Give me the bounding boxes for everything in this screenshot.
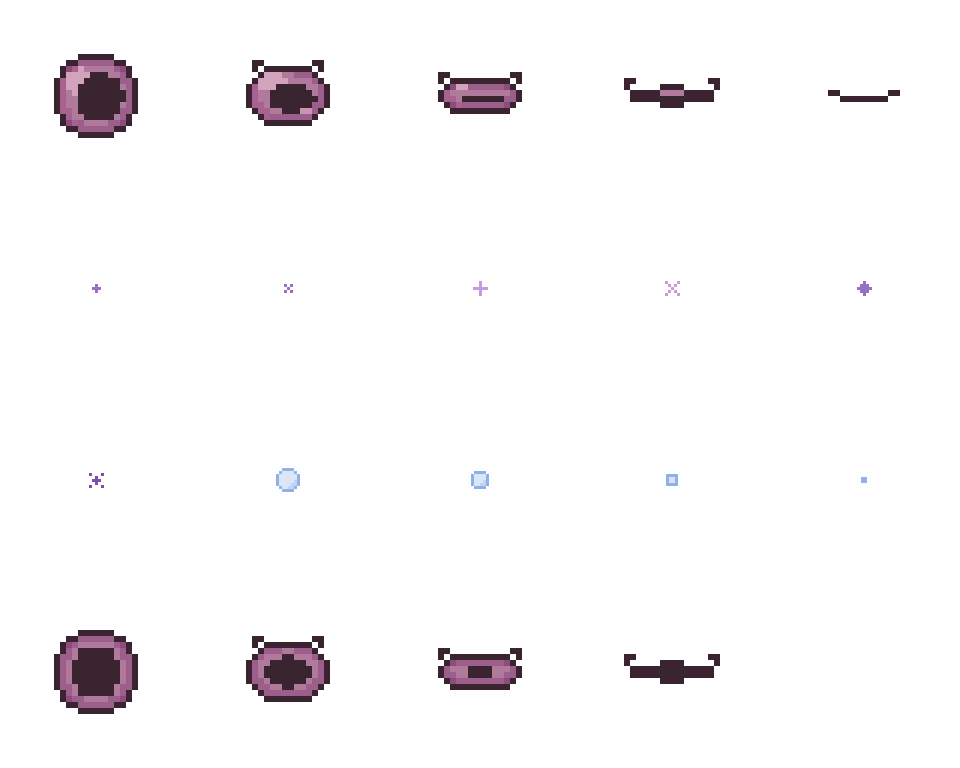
eye-dark-half-pixels <box>432 624 528 720</box>
sprite-sparkle-plus-large <box>384 192 576 384</box>
eye-dark-open-full-pixels <box>48 624 144 720</box>
sprite-eye-blink-half <box>384 0 576 192</box>
eye-dark-quarter-pixels <box>624 624 720 720</box>
sparkle-plus-small-pixels <box>79 271 113 305</box>
eye-blink-three-quarter-pixels <box>240 48 336 144</box>
sprite-bubble-medium <box>384 384 576 576</box>
bubble-large-pixels <box>270 462 306 498</box>
sprite-sparkle-plus-small <box>0 192 192 384</box>
sprite-eye-open-full <box>0 0 192 192</box>
sprite-sparkle-diagonal-large <box>576 192 768 384</box>
sparkle-four-point-pixels <box>79 463 113 497</box>
sprite-bubble-tiny <box>768 384 960 576</box>
sprite-eye-blink-three-quarter <box>192 0 384 192</box>
bubble-medium-pixels <box>462 462 498 498</box>
eye-open-full-pixels <box>48 48 144 144</box>
sparkle-star-burst-pixels <box>847 271 881 305</box>
sprite-eye-closed <box>768 0 960 192</box>
sprite-bubble-large <box>192 384 384 576</box>
eye-closed-pixels <box>816 48 912 144</box>
sprite-sparkle-diagonal-small <box>192 192 384 384</box>
sprite-bubble-small <box>576 384 768 576</box>
eye-blink-half-pixels <box>432 48 528 144</box>
sprite-eye-dark-open-full <box>0 576 192 768</box>
sprite-eye-dark-quarter <box>576 576 768 768</box>
sprite-eye-blink-quarter <box>576 0 768 192</box>
eye-blink-quarter-pixels <box>624 48 720 144</box>
sprite-sparkle-star-burst <box>768 192 960 384</box>
sparkle-plus-large-pixels <box>463 271 497 305</box>
bubble-small-pixels <box>654 462 690 498</box>
sprite-eye-dark-three-quarter <box>192 576 384 768</box>
sprite-empty-slot <box>768 576 960 768</box>
sparkle-diagonal-small-pixels <box>271 271 305 305</box>
sprite-eye-dark-half <box>384 576 576 768</box>
sparkle-diagonal-large-pixels <box>655 271 689 305</box>
bubble-tiny-pixels <box>846 462 882 498</box>
sprite-sparkle-four-point <box>0 384 192 576</box>
eye-dark-three-quarter-pixels <box>240 624 336 720</box>
